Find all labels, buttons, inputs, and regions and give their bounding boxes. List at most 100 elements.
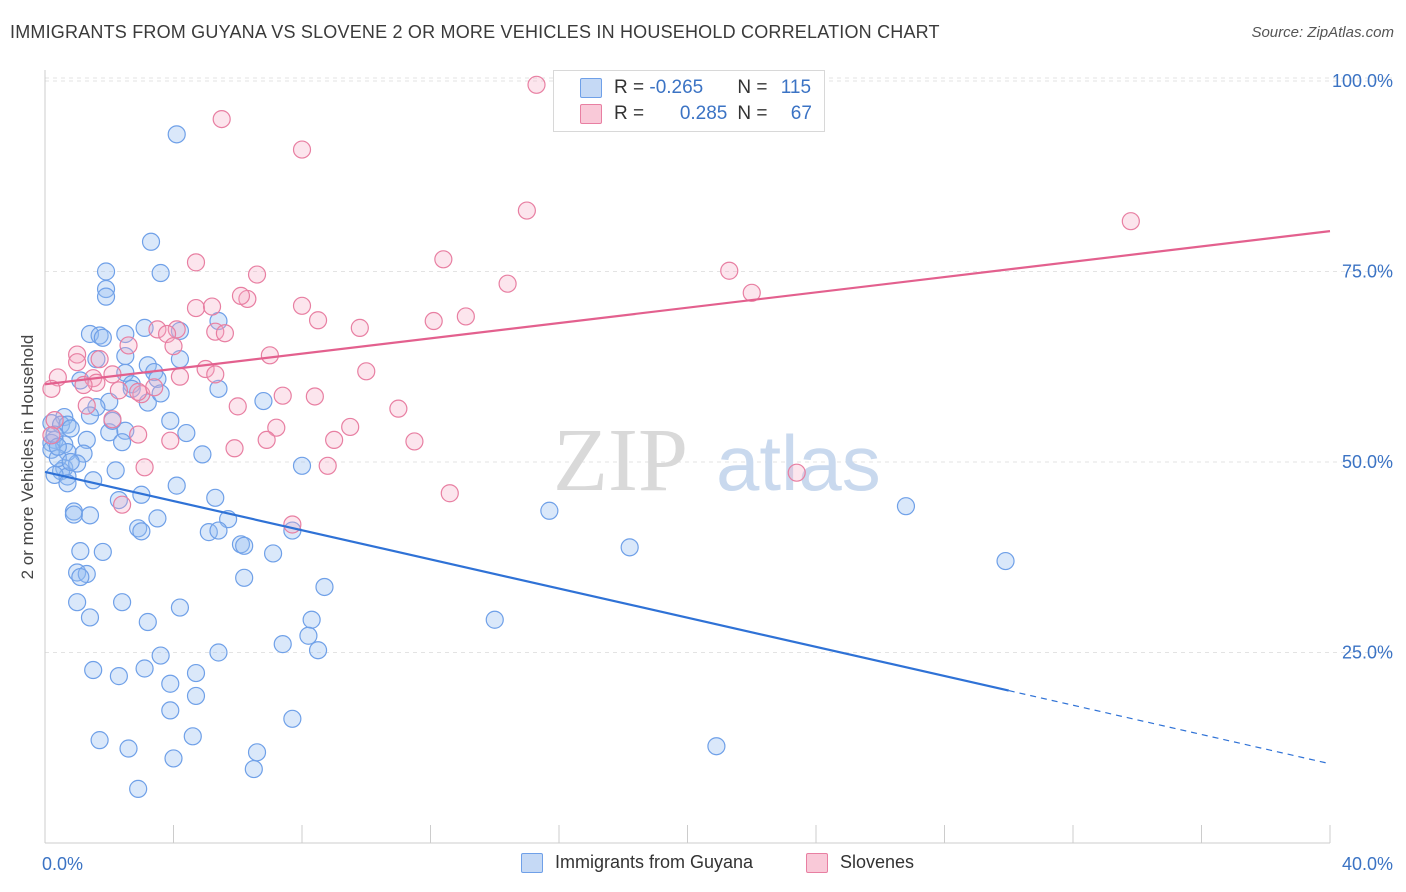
point-guyana	[186, 663, 206, 683]
point-guyana	[84, 660, 103, 680]
chart-title: IMMIGRANTS FROM GUYANA VS SLOVENE 2 OR M…	[10, 22, 940, 42]
legend-swatch-guyana	[521, 852, 543, 873]
point-guyana	[141, 232, 161, 251]
point-guyana	[302, 610, 321, 629]
point-guyana	[68, 593, 87, 612]
point-guyana	[112, 433, 132, 452]
point-slovenes	[186, 253, 206, 272]
point-slovenes	[145, 378, 164, 397]
point-guyana	[61, 452, 80, 472]
point-slovenes	[206, 322, 225, 341]
point-slovenes	[68, 353, 87, 372]
n-value: 115	[780, 77, 812, 98]
x-tick-label: 0.0%	[42, 854, 83, 874]
point-guyana	[273, 635, 292, 654]
point-slovenes	[77, 396, 96, 415]
point-guyana	[93, 328, 112, 347]
point-slovenes	[161, 431, 180, 450]
n-label: N =	[737, 103, 773, 124]
point-guyana	[48, 437, 67, 456]
legend-item-guyana[interactable]: Immigrants from Guyana	[521, 852, 753, 873]
r-label: R =	[614, 103, 650, 124]
point-guyana	[620, 538, 639, 557]
point-slovenes	[129, 382, 148, 401]
watermark: ZIP atlas	[553, 411, 881, 510]
n-value: 67	[790, 103, 812, 124]
point-guyana	[308, 641, 328, 660]
point-guyana	[161, 411, 180, 430]
point-guyana	[235, 536, 254, 555]
stats-legend-row-slovenes: R = 0.285 N = 67	[580, 102, 812, 126]
point-guyana	[199, 523, 218, 542]
point-guyana	[64, 505, 84, 524]
trend-line-guyana-extension	[1008, 690, 1331, 765]
point-slovenes	[42, 426, 61, 445]
point-guyana	[209, 521, 228, 540]
point-slovenes	[112, 495, 132, 514]
legend-item-slovenes[interactable]: Slovenes	[806, 852, 914, 873]
point-slovenes	[257, 430, 276, 450]
point-guyana	[90, 731, 109, 750]
data-points	[42, 75, 1140, 798]
trend-lines	[44, 230, 1331, 765]
point-slovenes	[456, 307, 475, 326]
y-tick-label: 50.0%	[1342, 452, 1393, 472]
point-slovenes	[109, 381, 128, 400]
point-slovenes	[267, 418, 286, 437]
point-slovenes	[68, 345, 87, 364]
point-guyana	[71, 567, 90, 587]
point-guyana	[193, 445, 212, 464]
point-slovenes	[1121, 212, 1140, 231]
legend-swatch-slovenes	[806, 852, 828, 873]
point-slovenes	[228, 397, 247, 416]
point-guyana	[177, 423, 196, 443]
trend-line-guyana	[44, 470, 1009, 692]
point-slovenes	[742, 283, 761, 302]
point-slovenes	[308, 311, 328, 330]
point-slovenes	[170, 367, 190, 386]
point-guyana	[206, 488, 225, 507]
point-guyana	[96, 279, 116, 299]
point-guyana	[170, 598, 190, 617]
tick-labels: 25.0% 50.0% 75.0% 100.0% 0.0% 40.0%	[42, 71, 1393, 874]
point-guyana	[896, 497, 916, 516]
point-guyana	[299, 626, 318, 645]
point-slovenes	[103, 365, 122, 384]
point-guyana	[112, 593, 132, 612]
point-slovenes	[350, 318, 369, 337]
point-guyana	[315, 577, 334, 597]
r-value: 0.285	[679, 103, 728, 124]
point-guyana	[138, 612, 157, 632]
r-label: R =	[614, 77, 650, 98]
point-guyana	[148, 509, 167, 528]
y-tick-label: 75.0%	[1342, 261, 1393, 281]
point-slovenes	[720, 261, 739, 280]
point-slovenes	[787, 463, 806, 482]
watermark-atlas: atlas	[716, 419, 881, 507]
point-guyana	[161, 701, 180, 720]
point-guyana	[292, 456, 312, 475]
point-guyana	[209, 379, 228, 398]
r-value: -0.265	[649, 77, 704, 98]
point-guyana	[138, 356, 157, 375]
point-guyana	[116, 324, 135, 344]
trend-line-slovenes	[44, 230, 1331, 386]
point-slovenes	[103, 410, 122, 429]
point-guyana	[96, 262, 116, 281]
grid-lines	[45, 77, 1392, 653]
point-slovenes	[405, 432, 424, 451]
point-slovenes	[292, 140, 312, 159]
point-slovenes	[440, 484, 459, 503]
point-slovenes	[215, 324, 234, 343]
point-slovenes	[135, 458, 154, 477]
y-axis-label: 2 or more Vehicles in Household	[18, 334, 37, 580]
point-guyana	[183, 727, 202, 746]
point-slovenes	[247, 265, 267, 284]
point-guyana	[485, 610, 504, 629]
x-tick-label: 40.0%	[1342, 854, 1393, 874]
point-slovenes	[434, 250, 453, 269]
point-guyana	[135, 659, 154, 678]
point-slovenes	[424, 311, 443, 331]
watermark-zip: ZIP	[553, 411, 688, 510]
